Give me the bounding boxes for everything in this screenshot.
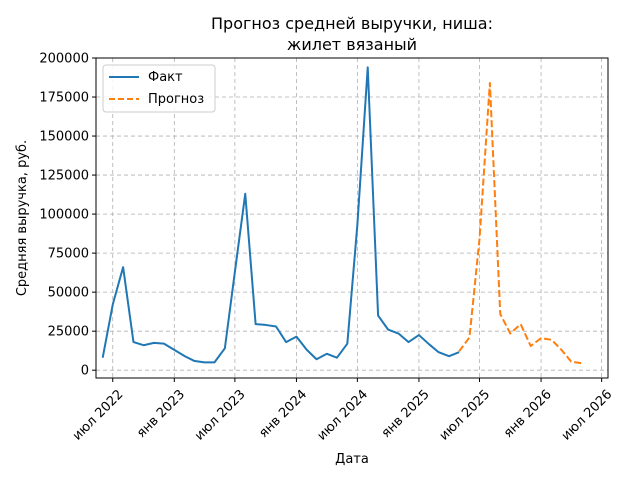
- legend-label-fact: Факт: [148, 70, 183, 85]
- x-axis-label: Дата: [335, 452, 369, 467]
- legend: Факт Прогноз: [102, 64, 216, 113]
- y-axis-label: Средняя выручка, руб.: [15, 140, 30, 296]
- plot-frame: [95, 57, 609, 379]
- series-line-fact: [101, 66, 460, 364]
- legend-label-forecast: Прогноз: [148, 92, 204, 107]
- series-layer: [101, 66, 582, 365]
- y-tick-label: 0: [81, 364, 89, 379]
- y-tick-label: 100000: [39, 208, 89, 223]
- y-tick-label: 200000: [39, 52, 89, 67]
- y-tick-label: 150000: [39, 130, 89, 145]
- chart-title-line-1: Прогноз средней выручки, ниша:: [211, 14, 493, 33]
- y-tick-label: 175000: [39, 91, 89, 106]
- y-tick-label: 75000: [48, 247, 89, 262]
- chart-title-line-2: жилет вязаный: [287, 35, 417, 54]
- grid-layer: [96, 57, 608, 378]
- y-tick-label: 25000: [48, 325, 89, 340]
- y-tick-label: 125000: [39, 169, 89, 184]
- series-line-forecast: [458, 81, 582, 365]
- y-tick-label: 50000: [48, 286, 89, 301]
